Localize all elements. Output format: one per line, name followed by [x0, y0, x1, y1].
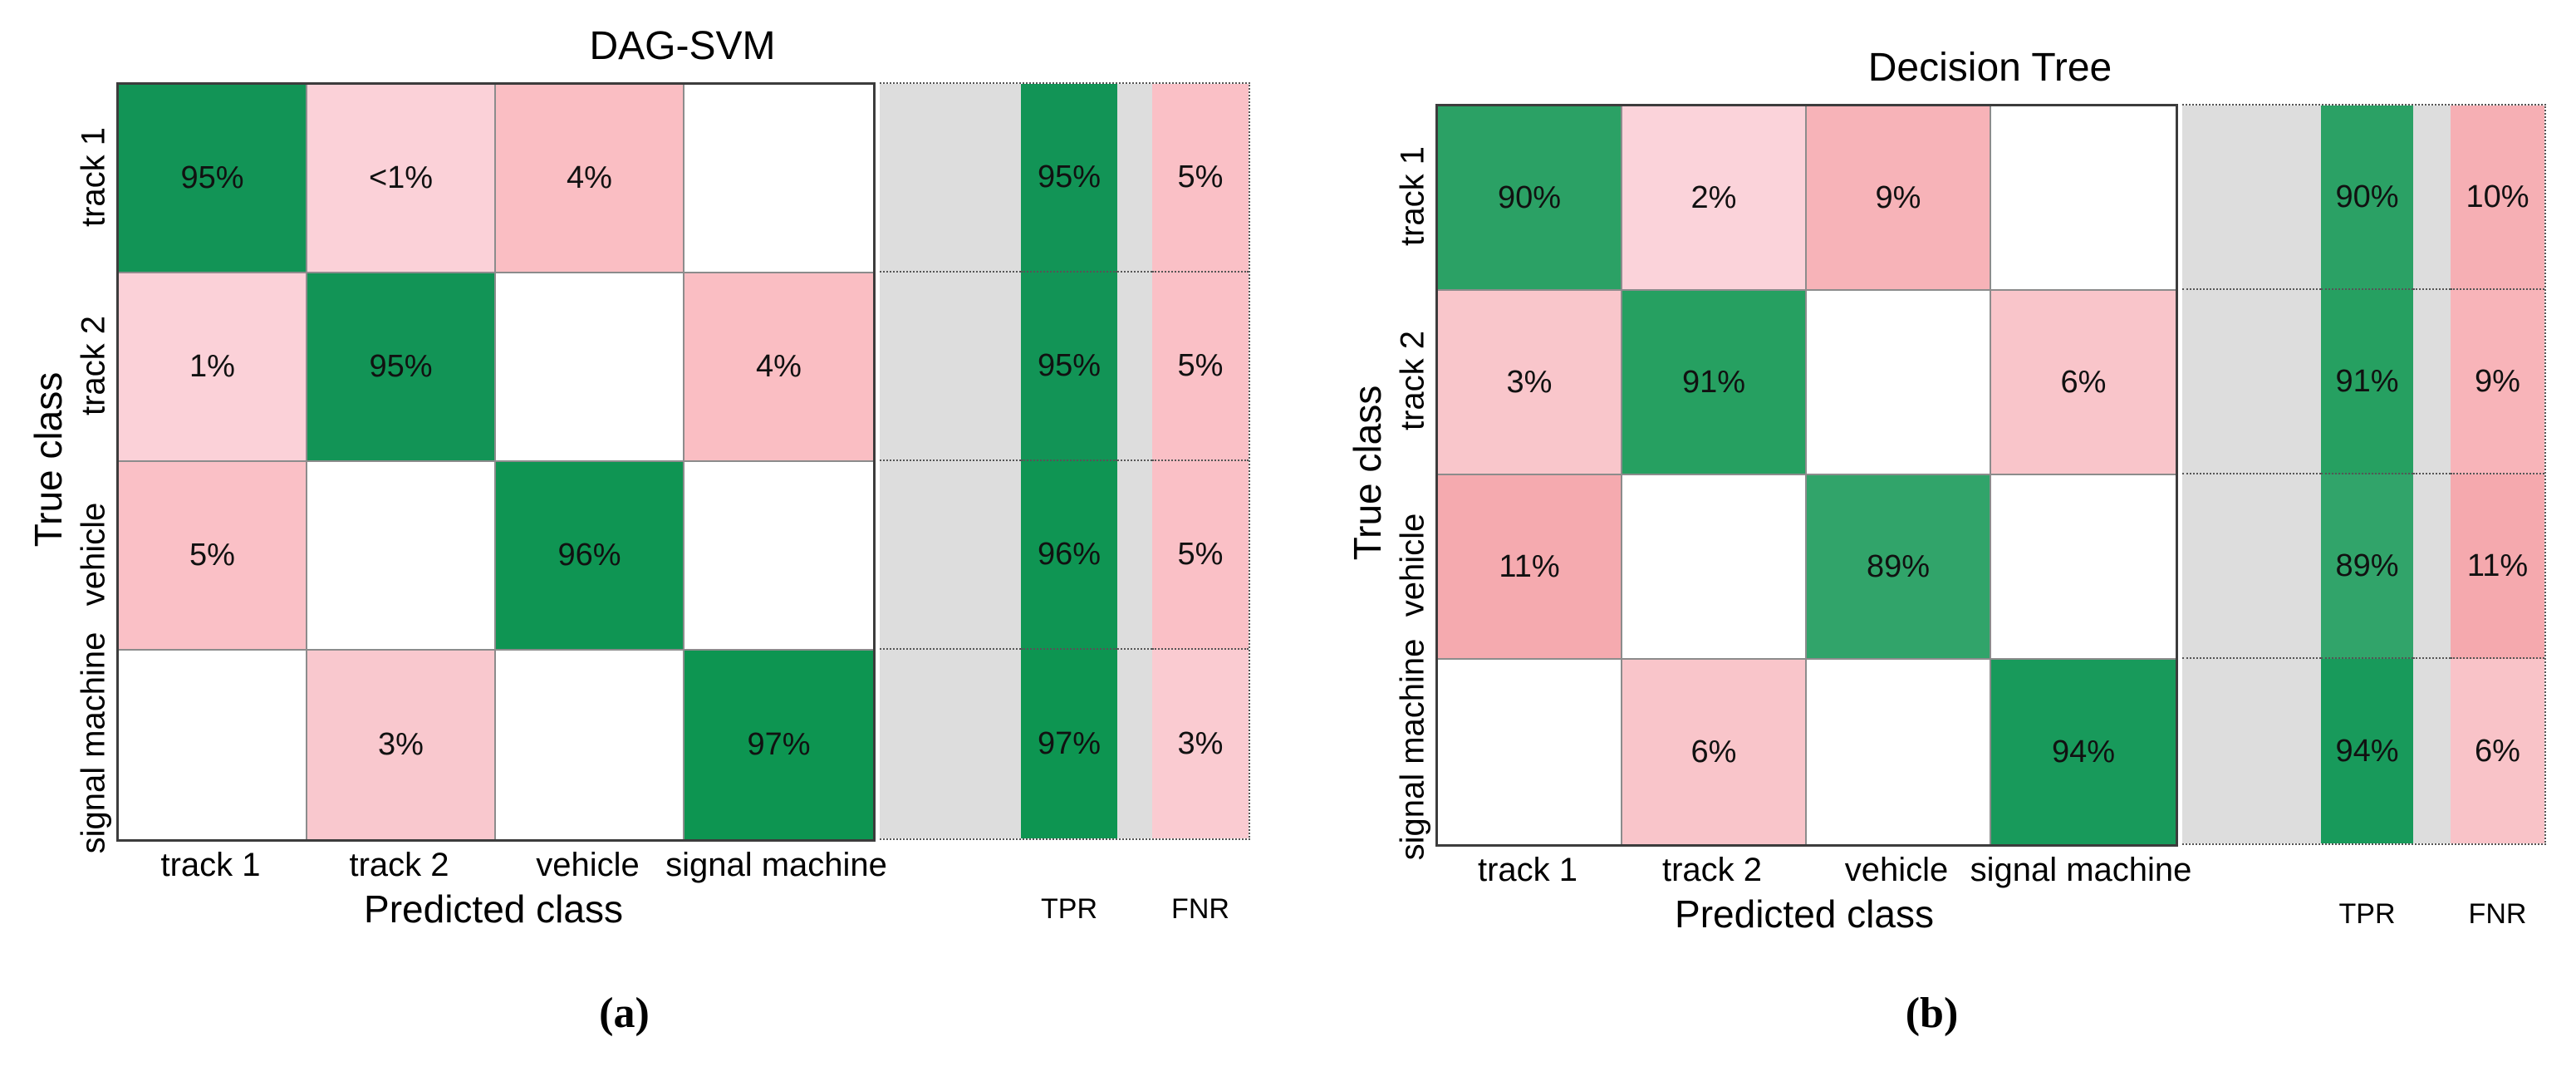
spacer-cell [880, 650, 1021, 838]
confusion-matrix-grid: 95% <1% 4% 1% 95% 4% 5% 96% 3% 97% [116, 82, 876, 842]
y-tick-label: signal machine [1394, 638, 1431, 861]
matrix-cell: 95% [119, 85, 307, 273]
matrix-cell: 91% [1622, 291, 1807, 475]
matrix-cell [1438, 660, 1622, 844]
x-tick-label: track 2 [349, 847, 449, 883]
x-tick-label: vehicle [536, 847, 640, 883]
matrix-cell: 4% [496, 85, 684, 273]
spacer-cell [2413, 106, 2451, 290]
fnr-cell: 9% [2451, 290, 2544, 474]
matrix-cell: 6% [1622, 660, 1807, 844]
matrix-cell [684, 462, 873, 651]
matrix-cell [1991, 475, 2176, 660]
tpr-cell: 89% [2321, 474, 2413, 659]
matrix-cell: 5% [119, 462, 307, 651]
tpr-fnr-summary-grid: 95% 5% 95% 5% 96% 5% 97% 3% [880, 82, 1250, 840]
matrix-cell [684, 85, 873, 273]
matrix-cell: 1% [119, 273, 307, 462]
matrix-cell: 4% [684, 273, 873, 462]
matrix-cell [496, 273, 684, 462]
matrix-cell [496, 651, 684, 839]
tpr-fnr-summary-grid: 90% 10% 91% 9% 89% 11% 94% 6% [2182, 104, 2546, 845]
fnr-column-label: FNR [1171, 893, 1229, 925]
matrix-cell [1622, 475, 1807, 660]
matrix-cell: 90% [1438, 106, 1622, 291]
confusion-matrix-grid: 90% 2% 9% 3% 91% 6% 11% 89% 6% 94% [1435, 104, 2178, 847]
matrix-cell: 6% [1991, 291, 2176, 475]
spacer-cell [2413, 659, 2451, 843]
confusion-matrix-panel-decision-tree: Decision Tree True class track 1 track 2… [1288, 0, 2576, 1086]
tpr-cell: 97% [1021, 650, 1117, 838]
tpr-cell: 91% [2321, 290, 2413, 474]
tpr-column-label: TPR [1041, 893, 1097, 925]
x-tick-label: track 2 [1661, 852, 1763, 888]
fnr-cell: 5% [1152, 273, 1249, 461]
x-axis-title: Predicted class [1675, 892, 1934, 936]
y-tick-label: track 1 [1394, 145, 1431, 247]
y-axis-title: True class [27, 371, 70, 548]
spacer-cell [2182, 474, 2321, 659]
matrix-cell [119, 651, 307, 839]
matrix-cell: <1% [307, 85, 496, 273]
y-tick-label: track 2 [75, 315, 112, 415]
spacer-cell [1117, 650, 1152, 838]
tpr-cell: 95% [1021, 273, 1117, 461]
matrix-cell: 89% [1807, 475, 1991, 660]
spacer-cell [880, 84, 1021, 273]
x-tick-label: track 1 [1477, 852, 1578, 888]
y-tick-label: track 2 [1394, 330, 1431, 431]
spacer-cell [2182, 290, 2321, 474]
subfigure-caption: (b) [1905, 990, 1959, 1037]
spacer-cell [1117, 273, 1152, 461]
x-tick-label: signal machine [665, 847, 887, 883]
spacer-cell [2182, 106, 2321, 290]
spacer-cell [880, 273, 1021, 461]
tpr-cell: 95% [1021, 84, 1117, 273]
matrix-cell: 3% [1438, 291, 1622, 475]
matrix-cell: 9% [1807, 106, 1991, 291]
matrix-cell: 3% [307, 651, 496, 839]
x-tick-label: signal machine [1970, 852, 2192, 888]
fnr-cell: 11% [2451, 474, 2544, 659]
y-tick-label: vehicle [75, 502, 112, 606]
matrix-cell: 11% [1438, 475, 1622, 660]
confusion-matrix-panel-dag-svm: DAG-SVM True class track 1 track 2 vehic… [27, 24, 1250, 1037]
tpr-column-label: TPR [2338, 898, 2396, 930]
matrix-cell: 96% [496, 462, 684, 651]
tpr-cell: 94% [2321, 659, 2413, 843]
matrix-cell: 2% [1622, 106, 1807, 291]
fnr-cell: 6% [2451, 659, 2544, 843]
spacer-cell [2413, 474, 2451, 659]
y-axis-title: True class [1346, 385, 1389, 561]
fnr-cell: 5% [1152, 461, 1249, 650]
spacer-cell [1117, 461, 1152, 650]
matrix-cell [1807, 291, 1991, 475]
spacer-cell [2413, 290, 2451, 474]
matrix-cell: 94% [1991, 660, 2176, 844]
fnr-cell: 10% [2451, 106, 2544, 290]
matrix-cell: 95% [307, 273, 496, 462]
matrix-cell [307, 462, 496, 651]
fnr-cell: 3% [1152, 650, 1249, 838]
spacer-cell [1117, 84, 1152, 273]
y-tick-label: vehicle [1394, 513, 1431, 617]
chart-title: DAG-SVM [589, 24, 776, 68]
matrix-cell: 97% [684, 651, 873, 839]
tpr-cell: 96% [1021, 461, 1117, 650]
spacer-cell [2182, 659, 2321, 843]
spacer-cell [880, 461, 1021, 650]
fnr-column-label: FNR [2468, 898, 2527, 930]
subfigure-caption: (a) [599, 990, 650, 1037]
matrix-cell [1991, 106, 2176, 291]
matrix-cell [1807, 660, 1991, 844]
tpr-cell: 90% [2321, 106, 2413, 290]
chart-title: Decision Tree [1867, 46, 2112, 90]
fnr-cell: 5% [1152, 84, 1249, 273]
x-tick-label: track 1 [160, 847, 261, 883]
x-tick-label: vehicle [1844, 852, 1949, 888]
y-tick-label: signal machine [75, 631, 112, 853]
y-tick-label: track 1 [75, 126, 112, 227]
x-axis-title: Predicted class [364, 887, 623, 931]
